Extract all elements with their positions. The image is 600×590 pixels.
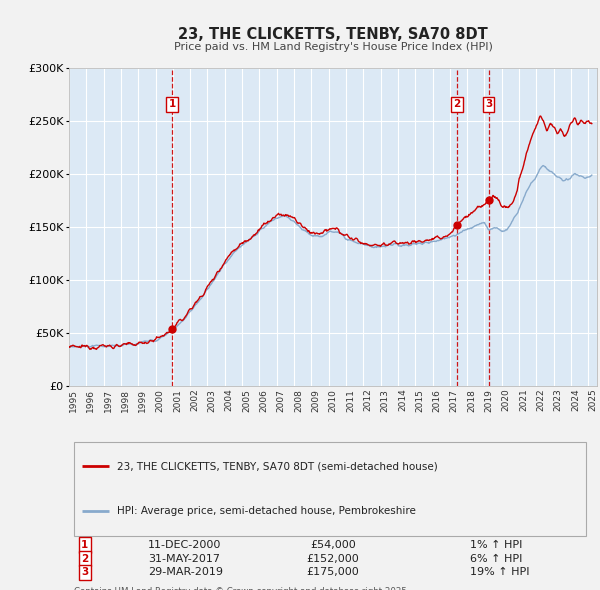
Text: 6% ↑ HPI: 6% ↑ HPI — [470, 553, 523, 563]
Text: 1: 1 — [169, 100, 176, 110]
Text: 1% ↑ HPI: 1% ↑ HPI — [470, 540, 523, 550]
Text: 2017: 2017 — [450, 389, 459, 412]
Text: 3: 3 — [485, 100, 492, 110]
Text: 2: 2 — [454, 100, 461, 110]
Text: 2025: 2025 — [589, 389, 598, 411]
Text: 2020: 2020 — [502, 389, 511, 411]
Text: 2005: 2005 — [242, 389, 251, 412]
Text: HPI: Average price, semi-detached house, Pembrokeshire: HPI: Average price, semi-detached house,… — [116, 506, 415, 516]
Text: 2001: 2001 — [173, 389, 182, 412]
Text: 2008: 2008 — [294, 389, 303, 412]
Text: 31-MAY-2017: 31-MAY-2017 — [148, 553, 220, 563]
Text: 1997: 1997 — [104, 389, 113, 412]
Text: 29-MAR-2019: 29-MAR-2019 — [148, 567, 223, 577]
Text: 19% ↑ HPI: 19% ↑ HPI — [470, 567, 530, 577]
Text: £54,000: £54,000 — [310, 540, 356, 550]
Text: 2015: 2015 — [415, 389, 424, 412]
Text: Contains HM Land Registry data © Crown copyright and database right 2025.
This d: Contains HM Land Registry data © Crown c… — [74, 587, 410, 590]
Text: 1: 1 — [81, 540, 88, 550]
Text: 1999: 1999 — [138, 389, 147, 412]
Text: 2022: 2022 — [536, 389, 545, 411]
Text: 23, THE CLICKETTS, TENBY, SA70 8DT: 23, THE CLICKETTS, TENBY, SA70 8DT — [178, 27, 488, 41]
Text: 2000: 2000 — [155, 389, 164, 412]
Text: 2021: 2021 — [519, 389, 528, 411]
Text: 3: 3 — [81, 567, 88, 577]
Text: 2003: 2003 — [208, 389, 217, 412]
Text: 11-DEC-2000: 11-DEC-2000 — [148, 540, 221, 550]
Text: 2023: 2023 — [554, 389, 563, 411]
Text: 2024: 2024 — [571, 389, 580, 411]
Text: 2013: 2013 — [380, 389, 389, 412]
Text: 2018: 2018 — [467, 389, 476, 412]
Text: 1996: 1996 — [86, 389, 95, 412]
Text: 2019: 2019 — [484, 389, 493, 412]
Text: 2007: 2007 — [277, 389, 286, 412]
Text: 2016: 2016 — [433, 389, 442, 412]
Text: 23, THE CLICKETTS, TENBY, SA70 8DT (semi-detached house): 23, THE CLICKETTS, TENBY, SA70 8DT (semi… — [116, 461, 437, 471]
Text: £175,000: £175,000 — [307, 567, 359, 577]
Text: 2002: 2002 — [190, 389, 199, 411]
Text: 1995: 1995 — [69, 389, 78, 412]
Text: 2014: 2014 — [398, 389, 407, 411]
Text: Price paid vs. HM Land Registry's House Price Index (HPI): Price paid vs. HM Land Registry's House … — [173, 42, 493, 53]
Text: 2010: 2010 — [329, 389, 338, 412]
Text: 2: 2 — [81, 553, 88, 563]
Text: £152,000: £152,000 — [307, 553, 359, 563]
Text: 2011: 2011 — [346, 389, 355, 412]
Text: 2004: 2004 — [225, 389, 234, 411]
Text: 2012: 2012 — [363, 389, 372, 411]
Text: 1998: 1998 — [121, 389, 130, 412]
Text: 2006: 2006 — [259, 389, 268, 412]
Text: 2009: 2009 — [311, 389, 320, 412]
